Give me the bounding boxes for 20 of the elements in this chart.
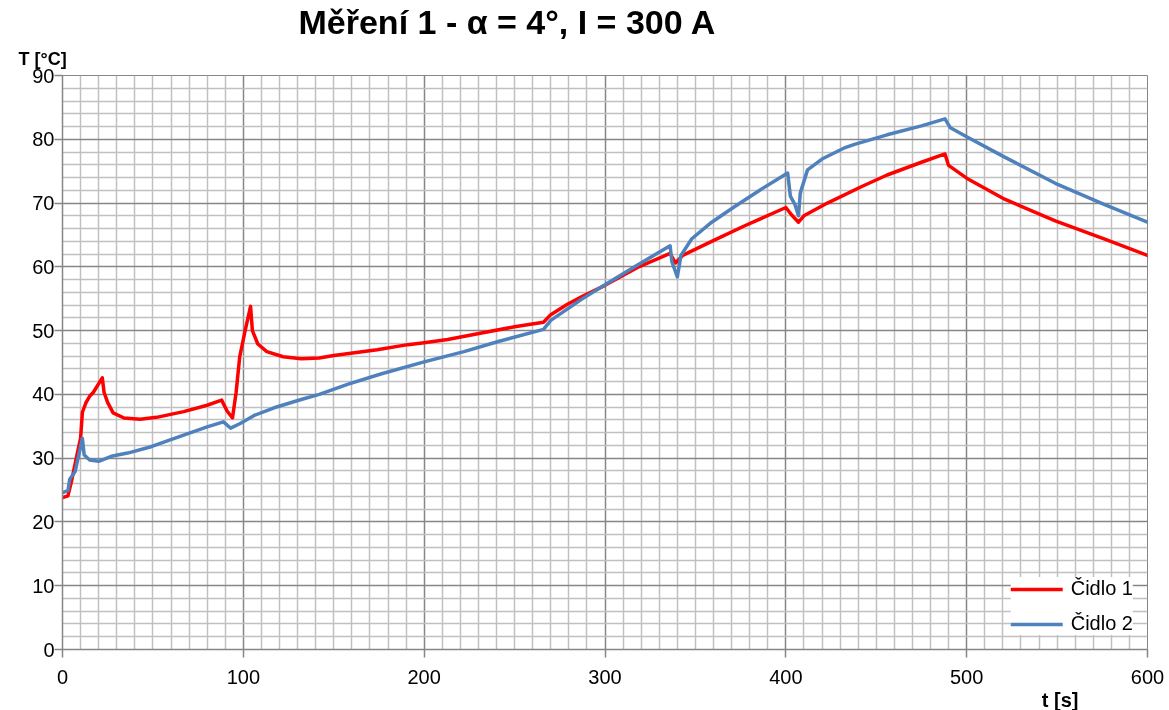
y-tick-label: 50 (32, 319, 55, 342)
chart-title: Měření 1 - α = 4°, I = 300 A (298, 2, 716, 41)
y-tick-label: 30 (32, 447, 55, 470)
x-tick-label: 300 (588, 665, 622, 688)
x-tick-label: 200 (407, 665, 441, 688)
x-tick-label: 0 (56, 665, 69, 688)
y-tick-label: 40 (32, 383, 55, 406)
legend-label: Čidlo 2 (1070, 612, 1133, 635)
x-axis-title: t [s] (1041, 688, 1079, 710)
y-tick-label: 80 (32, 128, 55, 151)
y-tick-label: 60 (32, 255, 55, 278)
x-tick-label: 100 (226, 665, 261, 688)
y-tick-label: 20 (32, 510, 55, 533)
x-tick-label: 400 (769, 665, 803, 688)
x-tick-label: 500 (949, 665, 984, 688)
y-tick-label: 0 (43, 638, 55, 661)
x-tick-label: 600 (1130, 665, 1165, 688)
legend-label: Čidlo 1 (1070, 577, 1133, 600)
y-tick-label: 10 (32, 574, 55, 597)
y-tick-label: 70 (32, 192, 55, 215)
